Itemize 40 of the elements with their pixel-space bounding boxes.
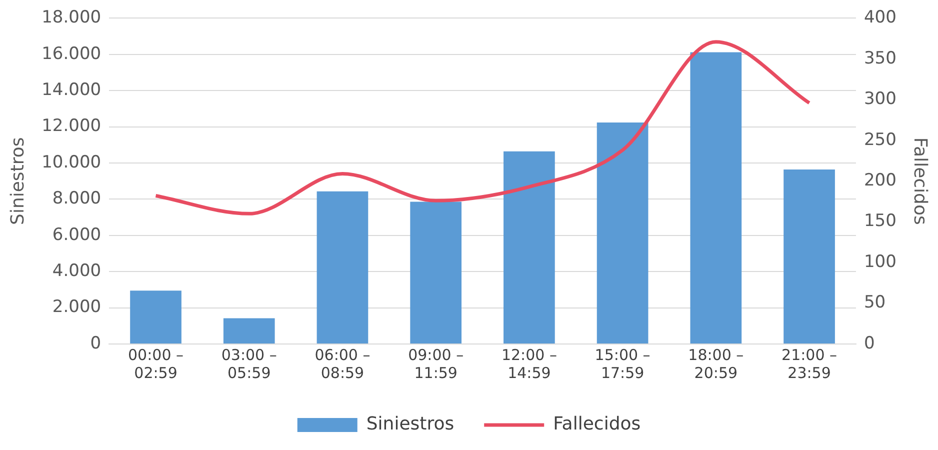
x-tick-label: 00:00 – 02:59: [128, 346, 184, 382]
x-tick-label: 21:00 – 23:59: [782, 346, 838, 382]
y-tick-label: 6.000: [52, 224, 102, 245]
bar: [316, 191, 368, 344]
x-tick-label: 06:00 – 08:59: [314, 346, 370, 382]
y-tick-label: 18.000: [42, 8, 102, 28]
y-tick-label: 16.000: [42, 44, 102, 64]
y-tick-label: 12.000: [42, 116, 102, 136]
y-tick-label: 0: [90, 333, 102, 354]
y-tick-label: 8.000: [52, 188, 102, 209]
bar: [130, 290, 182, 344]
y-tick-label: 10.000: [42, 152, 102, 172]
y2-tick-label: 0: [864, 333, 875, 354]
bar: [410, 202, 462, 344]
legend-label: Siniestros: [366, 414, 454, 435]
x-tick-label: 12:00 – 14:59: [501, 346, 557, 382]
line-series: [154, 40, 812, 216]
y-tick-label: 4.000: [52, 261, 102, 282]
y-axis-title: Siniestros: [7, 137, 28, 225]
x-tick-label: 15:00 – 17:59: [594, 346, 650, 382]
bar: [690, 52, 742, 344]
y2-tick-label: 50: [864, 292, 886, 313]
y-tick-label: 2.000: [52, 297, 102, 318]
y2-tick-label: 100: [864, 252, 896, 272]
bar: [784, 170, 835, 344]
x-tick-label: 03:00 – 05:59: [221, 346, 277, 382]
y2-axis-title: Fallecidos: [910, 137, 931, 225]
y2-tick-label: 150: [864, 211, 896, 232]
y2-tick-label: 200: [864, 170, 896, 191]
x-tick-label: 18:00 – 20:59: [688, 346, 744, 382]
x-tick-label: 09:00 – 11:59: [408, 346, 464, 382]
bar: [596, 122, 648, 344]
y2-tick-label: 350: [864, 48, 896, 68]
y2-tick-label: 400: [864, 8, 896, 28]
bar: [504, 151, 555, 344]
y-tick-label: 14.000: [42, 80, 102, 100]
y2-tick-label: 250: [864, 130, 896, 150]
legend-label: Fallecidos: [553, 414, 641, 435]
y2-tick-label: 300: [864, 89, 896, 110]
bar: [223, 318, 275, 344]
